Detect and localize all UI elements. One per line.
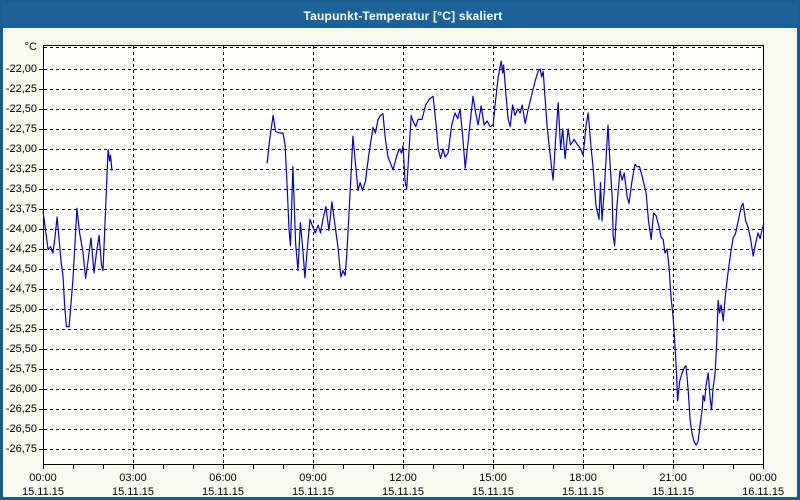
x-tick-label: 21:00 15.11.15 <box>638 471 708 498</box>
y-tick-label: -23,25 <box>5 163 37 175</box>
y-tick-label: -22,50 <box>5 103 37 115</box>
x-tick-date: 15.11.15 <box>382 486 425 498</box>
x-tick-label: 18:00 15.11.15 <box>548 471 618 498</box>
x-tick-date: 15.11.15 <box>21 486 64 498</box>
y-tick-label: -26,00 <box>5 383 37 395</box>
x-tick-date: 15.11.15 <box>562 486 605 498</box>
x-tick-date: 15.11.15 <box>111 486 154 498</box>
x-tick-label: 09:00 15.11.15 <box>278 471 348 498</box>
data-line <box>266 60 765 446</box>
x-tick-time: 00:00 <box>29 472 57 484</box>
y-tick-label: -23,50 <box>5 183 37 195</box>
x-tick-date: 15.11.15 <box>652 486 695 498</box>
x-tick-label: 12:00 15.11.15 <box>368 471 438 498</box>
y-tick-label: -24,25 <box>5 243 37 255</box>
y-tick-label: -23,75 <box>5 203 37 215</box>
plot-canvas[interactable] <box>3 3 800 500</box>
y-tick-label: -24,50 <box>5 263 37 275</box>
x-tick-label: 00:00 15.11.15 <box>8 471 78 498</box>
x-tick-label: 06:00 15.11.15 <box>188 471 258 498</box>
x-tick-time: 12:00 <box>389 472 417 484</box>
y-tick-label: -26,75 <box>5 443 37 455</box>
x-tick-time: 00:00 <box>749 472 777 484</box>
data-line <box>42 149 113 328</box>
x-tick-date: 15.11.15 <box>202 486 245 498</box>
y-tick-label: -25,25 <box>5 323 37 335</box>
y-tick-label: -25,75 <box>5 363 37 375</box>
y-tick-label: -22,25 <box>5 83 37 95</box>
x-tick-label: 00:00 16.11.15 <box>728 471 797 498</box>
x-tick-time: 03:00 <box>119 472 147 484</box>
y-tick-label: -23,00 <box>5 143 37 155</box>
x-tick-date: 16.11.15 <box>742 486 785 498</box>
window-title: Taupunkt-Temperatur [°C] skaliert <box>303 8 503 23</box>
x-tick-time: 09:00 <box>299 472 327 484</box>
x-tick-time: 18:00 <box>569 472 597 484</box>
y-tick-label: -24,00 <box>5 223 37 235</box>
plot-frame <box>43 45 764 465</box>
y-tick-label: -22,75 <box>5 123 37 135</box>
y-tick-label: -25,50 <box>5 343 37 355</box>
x-tick-date: 15.11.15 <box>472 486 515 498</box>
title-bar[interactable]: Taupunkt-Temperatur [°C] skaliert <box>3 3 797 28</box>
y-tick-label: -24,75 <box>5 283 37 295</box>
x-tick-label: 15:00 15.11.15 <box>458 471 528 498</box>
x-tick-time: 15:00 <box>479 472 507 484</box>
y-tick-label: -25,00 <box>5 303 37 315</box>
x-tick-label: 03:00 15.11.15 <box>98 471 168 498</box>
y-tick-label: -26,25 <box>5 403 37 415</box>
chart-area: °C -22,00 -22,25 -22,50 -22,75 -23,00 -23,25 -2… <box>3 28 797 498</box>
y-axis-unit: °C <box>24 41 37 53</box>
x-tick-time: 21:00 <box>659 472 687 484</box>
x-tick-date: 15.11.15 <box>292 486 335 498</box>
x-tick-time: 06:00 <box>209 472 237 484</box>
y-tick-label: -22,00 <box>5 63 37 75</box>
y-tick-label: -26,50 <box>5 423 37 435</box>
